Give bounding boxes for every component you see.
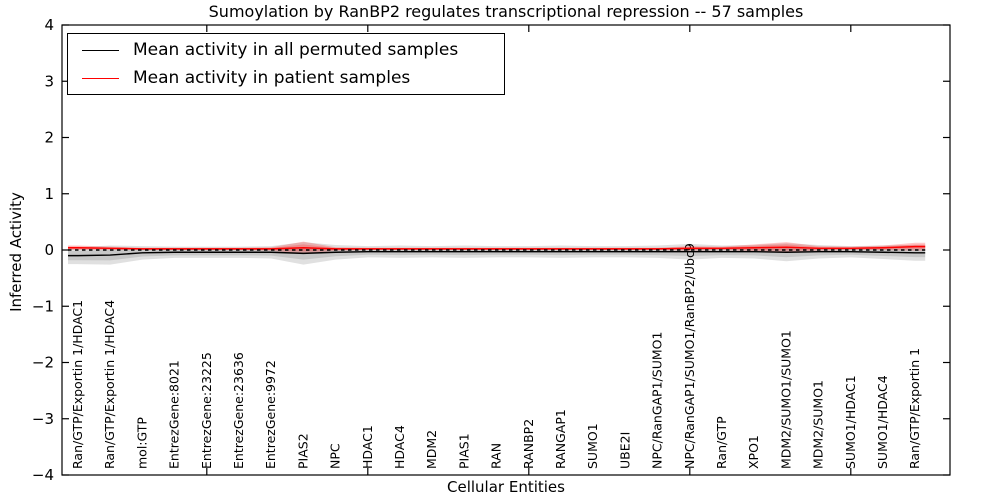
y-tick-label: 0: [44, 241, 54, 259]
entity-tick-label: NPC/RanGAP1/SUMO1: [650, 332, 665, 469]
band-patient-sample-spread: [68, 244, 926, 252]
chart-title: Sumoylation by RanBP2 regulates transcri…: [208, 2, 804, 21]
entity-tick-label: EntrezGene:9972: [263, 360, 278, 469]
legend-entry-patient: Mean activity in patient samples: [68, 68, 504, 88]
y-tick-label: 2: [44, 129, 54, 147]
entity-tick-label: EntrezGene:23636: [231, 352, 246, 469]
entity-tick-label: EntrezGene:23225: [199, 352, 214, 469]
y-tick-label: −2: [32, 354, 54, 372]
entity-tick-label: XPO1: [746, 435, 761, 469]
band-permuted-sample-spread: [68, 247, 926, 261]
entity-tick-label: UBE2I: [617, 432, 632, 469]
entity-tick-label: SUMO1: [585, 423, 600, 469]
entity-tick-label: RAN: [489, 443, 504, 469]
y-tick-label: 4: [44, 16, 54, 34]
entity-tick-label: HDAC4: [392, 425, 407, 469]
band-patient-sample-spread: [68, 241, 926, 254]
entity-tick-label: MDM2/SUMO1: [811, 380, 826, 469]
entity-tick-label: PIAS2: [295, 433, 310, 469]
y-axis-label: Inferred Activity: [7, 192, 25, 312]
y-tick-label: −4: [32, 466, 54, 484]
line-mean-permuted: [68, 250, 926, 257]
y-tick-label: −3: [32, 410, 54, 428]
entity-tick-label: RANGAP1: [553, 409, 568, 469]
entity-tick-label: NPC/RanGAP1/SUMO1/RanBP2/Ubc9: [682, 243, 697, 469]
entity-tick-label: MDM2/SUMO1/SUMO1: [778, 330, 793, 469]
entity-tick-label: Ran/GTP/Exportin 1/HDAC4: [102, 300, 117, 469]
legend-label: Mean activity in patient samples: [133, 68, 411, 88]
entity-tick-label: RANBP2: [521, 419, 536, 469]
legend: Mean activity in all permuted samples Me…: [67, 33, 505, 95]
entity-tick-label: NPC: [328, 443, 343, 469]
y-tick-label: 3: [44, 72, 54, 90]
legend-label: Mean activity in all permuted samples: [133, 40, 459, 60]
entity-tick-label: Ran/GTP/Exportin 1/HDAC1: [70, 300, 85, 469]
entity-tick-label: SUMO1/HDAC4: [875, 375, 890, 469]
y-tick-label: 1: [44, 185, 54, 203]
line-mean-patient: [68, 245, 926, 250]
entity-tick-label: EntrezGene:8021: [167, 360, 182, 469]
x-axis-label: Cellular Entities: [447, 478, 565, 496]
y-tick-label: −1: [32, 297, 54, 315]
entity-tick-label: SUMO1/HDAC1: [843, 375, 858, 469]
entity-tick-label: mol:GTP: [134, 417, 149, 469]
entity-tick-label: HDAC1: [360, 425, 375, 469]
legend-entry-permuted: Mean activity in all permuted samples: [68, 40, 504, 60]
entity-tick-label: MDM2: [424, 430, 439, 469]
entity-tick-label: Ran/GTP/Exportin 1: [907, 348, 922, 469]
red-line-sample-icon: [82, 77, 119, 79]
entity-tick-label: Ran/GTP: [714, 416, 729, 469]
entity-tick-label: PIAS1: [456, 433, 471, 469]
black-line-sample-icon: [82, 49, 119, 51]
